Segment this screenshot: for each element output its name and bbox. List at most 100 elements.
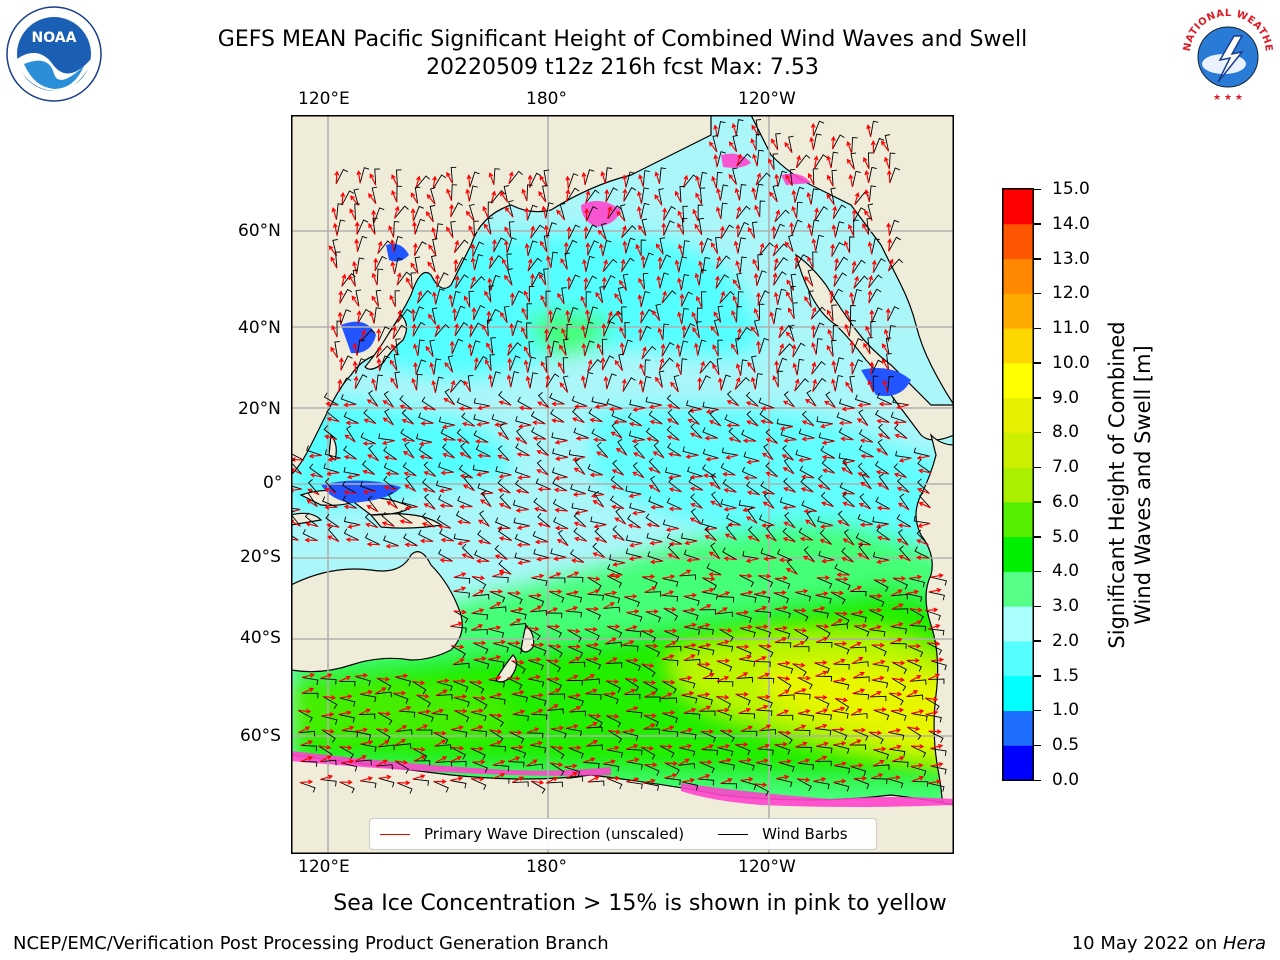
- wave-direction-arrow: [385, 471, 399, 477]
- wind-barb: [688, 477, 704, 491]
- wave-direction-arrow: [435, 756, 448, 764]
- wind-barb: [343, 466, 360, 476]
- wind-barb: [888, 731, 905, 741]
- wave-direction-arrow: [865, 325, 872, 338]
- wind-barb: [917, 478, 930, 494]
- wave-direction-arrow: [529, 740, 543, 746]
- wind-barb: [680, 274, 690, 291]
- wave-direction-arrow: [321, 712, 335, 717]
- wind-barb: [757, 696, 773, 708]
- wave-direction-arrow: [421, 522, 435, 528]
- wind-barb: [473, 397, 491, 407]
- wave-direction-arrow: [618, 279, 627, 292]
- noaa-logo-text: NOAA: [32, 30, 77, 46]
- wind-barb: [528, 595, 545, 607]
- wind-barb: [434, 744, 452, 750]
- wind-barb: [489, 606, 507, 612]
- wave-direction-arrow: [697, 692, 711, 698]
- wave-direction-arrow: [319, 755, 332, 763]
- wind-barb: [392, 692, 409, 704]
- wind-barb: [756, 149, 764, 167]
- wave-direction-arrow: [573, 521, 587, 528]
- wind-barb: [799, 465, 815, 479]
- wave-direction-arrow: [567, 693, 582, 698]
- wind-barb: [603, 274, 616, 291]
- wave-direction-arrow: [597, 229, 607, 241]
- wave-direction-arrow: [498, 503, 512, 510]
- wave-direction-arrow: [626, 757, 640, 763]
- wave-direction-arrow: [679, 569, 692, 577]
- wind-barb: [584, 224, 598, 240]
- wind-barb: [394, 205, 409, 219]
- wave-direction-arrow: [892, 575, 907, 581]
- wind-barb: [736, 205, 751, 220]
- wind-barb: [509, 623, 527, 629]
- wave-direction-arrow: [683, 622, 697, 628]
- wave-direction-arrow: [530, 708, 544, 715]
- wave-direction-arrow: [383, 485, 397, 491]
- wave-direction-arrow: [661, 590, 675, 596]
- wave-direction-arrow: [585, 190, 591, 204]
- wave-direction-arrow: [509, 618, 522, 626]
- wave-direction-arrow: [391, 343, 399, 356]
- wave-direction-arrow: [440, 537, 454, 543]
- wind-barb: [815, 641, 833, 648]
- wind-barb: [343, 516, 361, 526]
- wave-direction-arrow: [391, 189, 398, 203]
- wave-direction-arrow: [830, 619, 843, 627]
- wave-direction-arrow: [683, 592, 698, 598]
- wave-direction-arrow: [546, 343, 552, 358]
- wave-direction-arrow: [774, 575, 789, 581]
- wave-direction-arrow: [649, 419, 663, 425]
- wind-barb: [786, 558, 798, 575]
- wind-barb: [796, 358, 805, 376]
- wind-barb: [758, 397, 775, 409]
- wind-barb: [831, 623, 848, 629]
- wind-barb: [453, 533, 471, 542]
- wind-barb: [607, 205, 622, 220]
- wave-direction-arrow: [531, 573, 545, 579]
- wind-barb: [510, 610, 527, 620]
- wave-direction-arrow: [887, 775, 901, 781]
- wave-direction-arrow: [814, 207, 819, 221]
- wind-barb: [833, 643, 850, 655]
- wind-barb: [908, 577, 926, 588]
- wave-direction-arrow: [307, 488, 320, 496]
- wind-barb: [661, 594, 679, 602]
- wave-direction-arrow: [498, 569, 512, 575]
- wind-barb: [858, 429, 874, 443]
- wave-direction-arrow: [602, 759, 616, 765]
- wind-barb: [701, 591, 718, 600]
- wave-direction-arrow: [527, 174, 533, 188]
- wave-direction-arrow: [785, 174, 793, 187]
- wave-direction-arrow: [716, 694, 730, 700]
- wind-barb: [450, 747, 466, 760]
- wind-barb: [868, 731, 884, 745]
- wave-direction-arrow: [868, 607, 883, 613]
- wave-direction-arrow: [554, 475, 568, 481]
- wave-direction-arrow: [358, 708, 371, 716]
- wind-barb: [383, 476, 397, 491]
- wind-barb: [699, 171, 708, 189]
- wind-barb: [700, 731, 717, 743]
- wave-direction-arrow: [423, 471, 437, 477]
- wave-direction-arrow: [340, 191, 346, 206]
- wave-direction-arrow: [887, 238, 893, 252]
- wind-barb: [379, 355, 390, 372]
- wave-direction-arrow: [473, 357, 479, 371]
- wave-direction-arrow: [565, 606, 579, 612]
- wind-barb: [658, 188, 664, 206]
- wave-direction-arrow: [794, 378, 800, 392]
- wind-barb: [728, 427, 742, 443]
- wind-barb: [629, 502, 646, 513]
- wave-direction-arrow: [610, 485, 624, 491]
- wave-direction-arrow: [541, 205, 547, 219]
- wave-direction-arrow: [760, 405, 775, 411]
- wave-direction-arrow: [774, 173, 780, 187]
- wave-direction-arrow: [662, 574, 676, 580]
- wind-barb: [644, 591, 662, 597]
- wave-direction-arrow: [778, 730, 792, 736]
- wave-direction-arrow: [716, 639, 730, 645]
- wave-direction-arrow: [881, 358, 890, 371]
- wind-barb: [605, 641, 622, 648]
